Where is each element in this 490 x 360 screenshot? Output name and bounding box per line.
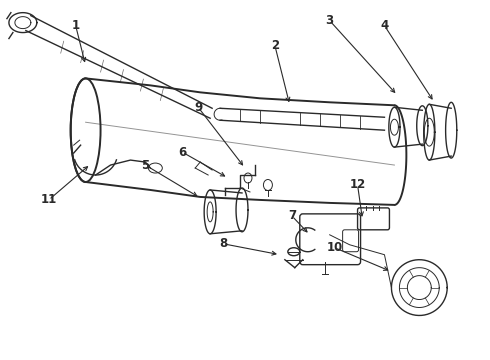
Text: 7: 7 <box>288 210 296 222</box>
Text: 2: 2 <box>271 39 279 52</box>
Text: 11: 11 <box>41 193 57 206</box>
Text: 9: 9 <box>194 101 202 114</box>
Text: 1: 1 <box>72 19 80 32</box>
Text: 10: 10 <box>326 241 343 254</box>
Text: 8: 8 <box>219 237 227 250</box>
Text: 4: 4 <box>380 19 389 32</box>
Text: 12: 12 <box>349 179 366 192</box>
Text: 3: 3 <box>326 14 334 27</box>
Text: 5: 5 <box>141 158 149 172</box>
Text: 6: 6 <box>178 145 186 159</box>
